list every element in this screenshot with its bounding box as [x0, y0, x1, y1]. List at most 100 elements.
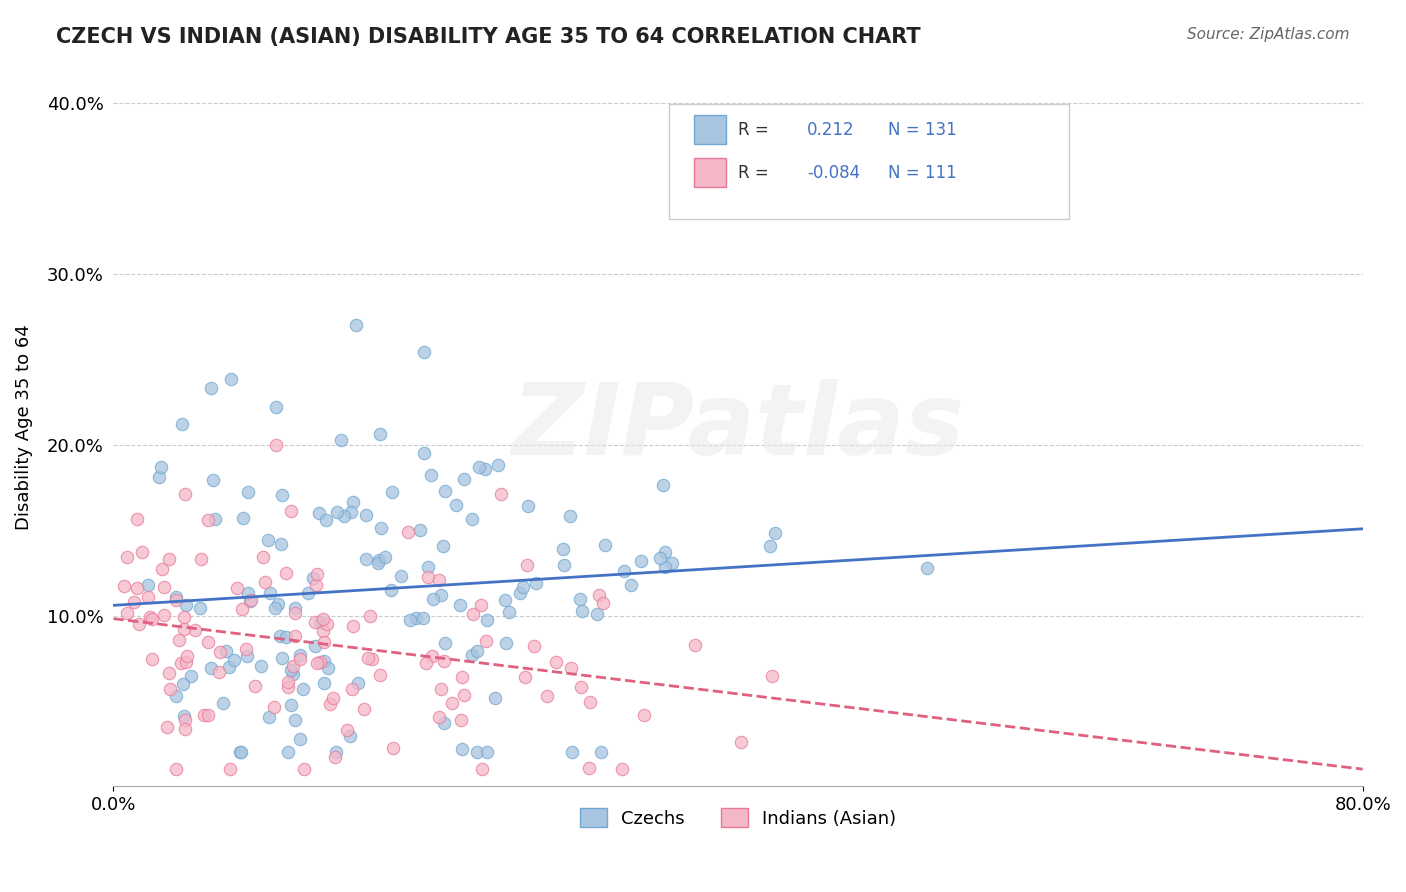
Indians (Asian) — [633, 707, 655, 722]
Czechs — [654, 560, 676, 574]
Indians (Asian) — [474, 634, 496, 648]
Text: -0.084: -0.084 — [807, 163, 860, 182]
Czechs — [347, 676, 370, 690]
Czechs — [288, 648, 311, 662]
Czechs — [274, 631, 297, 645]
Indians (Asian) — [127, 512, 149, 526]
Czechs — [302, 571, 325, 585]
Indians (Asian) — [226, 581, 249, 595]
Czechs — [200, 661, 222, 675]
Indians (Asian) — [139, 610, 162, 624]
Czechs — [412, 345, 434, 359]
Czechs — [444, 499, 467, 513]
Czechs — [652, 477, 675, 491]
Czechs — [270, 537, 292, 551]
Czechs — [212, 697, 235, 711]
Czechs — [283, 667, 305, 681]
Indians (Asian) — [588, 588, 610, 602]
Czechs — [270, 650, 292, 665]
Indians (Asian) — [156, 721, 179, 735]
Indians (Asian) — [312, 624, 335, 638]
Indians (Asian) — [231, 602, 253, 616]
Text: R =: R = — [738, 163, 769, 182]
Czechs — [465, 644, 488, 658]
Czechs — [517, 500, 540, 514]
Czechs — [149, 460, 172, 475]
Indians (Asian) — [141, 612, 163, 626]
Czechs — [219, 372, 242, 386]
Indians (Asian) — [560, 661, 582, 675]
Indians (Asian) — [174, 722, 197, 736]
Indians (Asian) — [176, 649, 198, 664]
Czechs — [381, 485, 404, 500]
Czechs — [280, 664, 302, 678]
Czechs — [316, 660, 339, 674]
Indians (Asian) — [284, 629, 307, 643]
Indians (Asian) — [252, 549, 274, 564]
Indians (Asian) — [208, 665, 231, 680]
Indians (Asian) — [266, 437, 288, 451]
Indians (Asian) — [170, 656, 193, 670]
Text: 0.212: 0.212 — [807, 120, 855, 138]
Indians (Asian) — [127, 581, 149, 595]
Indians (Asian) — [136, 590, 159, 604]
Indians (Asian) — [173, 610, 195, 624]
Indians (Asian) — [280, 504, 302, 518]
Indians (Asian) — [471, 762, 494, 776]
Indians (Asian) — [284, 606, 307, 620]
Indians (Asian) — [516, 558, 538, 572]
Indians (Asian) — [396, 524, 419, 539]
Czechs — [304, 639, 326, 653]
Indians (Asian) — [450, 713, 472, 727]
Indians (Asian) — [173, 622, 195, 636]
Czechs — [475, 745, 498, 759]
Czechs — [173, 708, 195, 723]
Indians (Asian) — [578, 695, 600, 709]
Czechs — [284, 713, 307, 727]
Czechs — [259, 586, 281, 600]
Czechs — [148, 470, 170, 484]
Czechs — [654, 545, 676, 559]
Indians (Asian) — [578, 761, 600, 775]
Czechs — [231, 511, 253, 525]
Indians (Asian) — [304, 615, 326, 629]
Indians (Asian) — [197, 708, 219, 723]
Indians (Asian) — [323, 750, 346, 764]
Czechs — [461, 648, 484, 663]
Indians (Asian) — [353, 702, 375, 716]
Indians (Asian) — [316, 616, 339, 631]
FancyBboxPatch shape — [695, 115, 725, 144]
Czechs — [409, 523, 432, 537]
Indians (Asian) — [197, 513, 219, 527]
Czechs — [449, 598, 471, 612]
Indians (Asian) — [361, 652, 384, 666]
Czechs — [264, 601, 287, 615]
Czechs — [269, 629, 291, 643]
Czechs — [277, 745, 299, 759]
Indians (Asian) — [153, 608, 176, 623]
Indians (Asian) — [169, 632, 191, 647]
Czechs — [461, 511, 484, 525]
Indians (Asian) — [730, 734, 752, 748]
Indians (Asian) — [342, 619, 364, 633]
Czechs — [174, 598, 197, 612]
Indians (Asian) — [427, 574, 450, 588]
Czechs — [325, 745, 347, 759]
Czechs — [218, 660, 240, 674]
Czechs — [170, 417, 193, 431]
Czechs — [374, 549, 396, 564]
Indians (Asian) — [219, 763, 242, 777]
Czechs — [308, 615, 330, 629]
Czechs — [297, 586, 319, 600]
Czechs — [465, 745, 488, 759]
Czechs — [486, 458, 509, 473]
Czechs — [585, 607, 607, 621]
Indians (Asian) — [150, 562, 173, 576]
Czechs — [188, 600, 211, 615]
Czechs — [468, 459, 491, 474]
Indians (Asian) — [276, 675, 298, 690]
Indians (Asian) — [340, 681, 363, 696]
Czechs — [202, 473, 225, 487]
Czechs — [356, 552, 378, 566]
Indians (Asian) — [305, 566, 328, 581]
